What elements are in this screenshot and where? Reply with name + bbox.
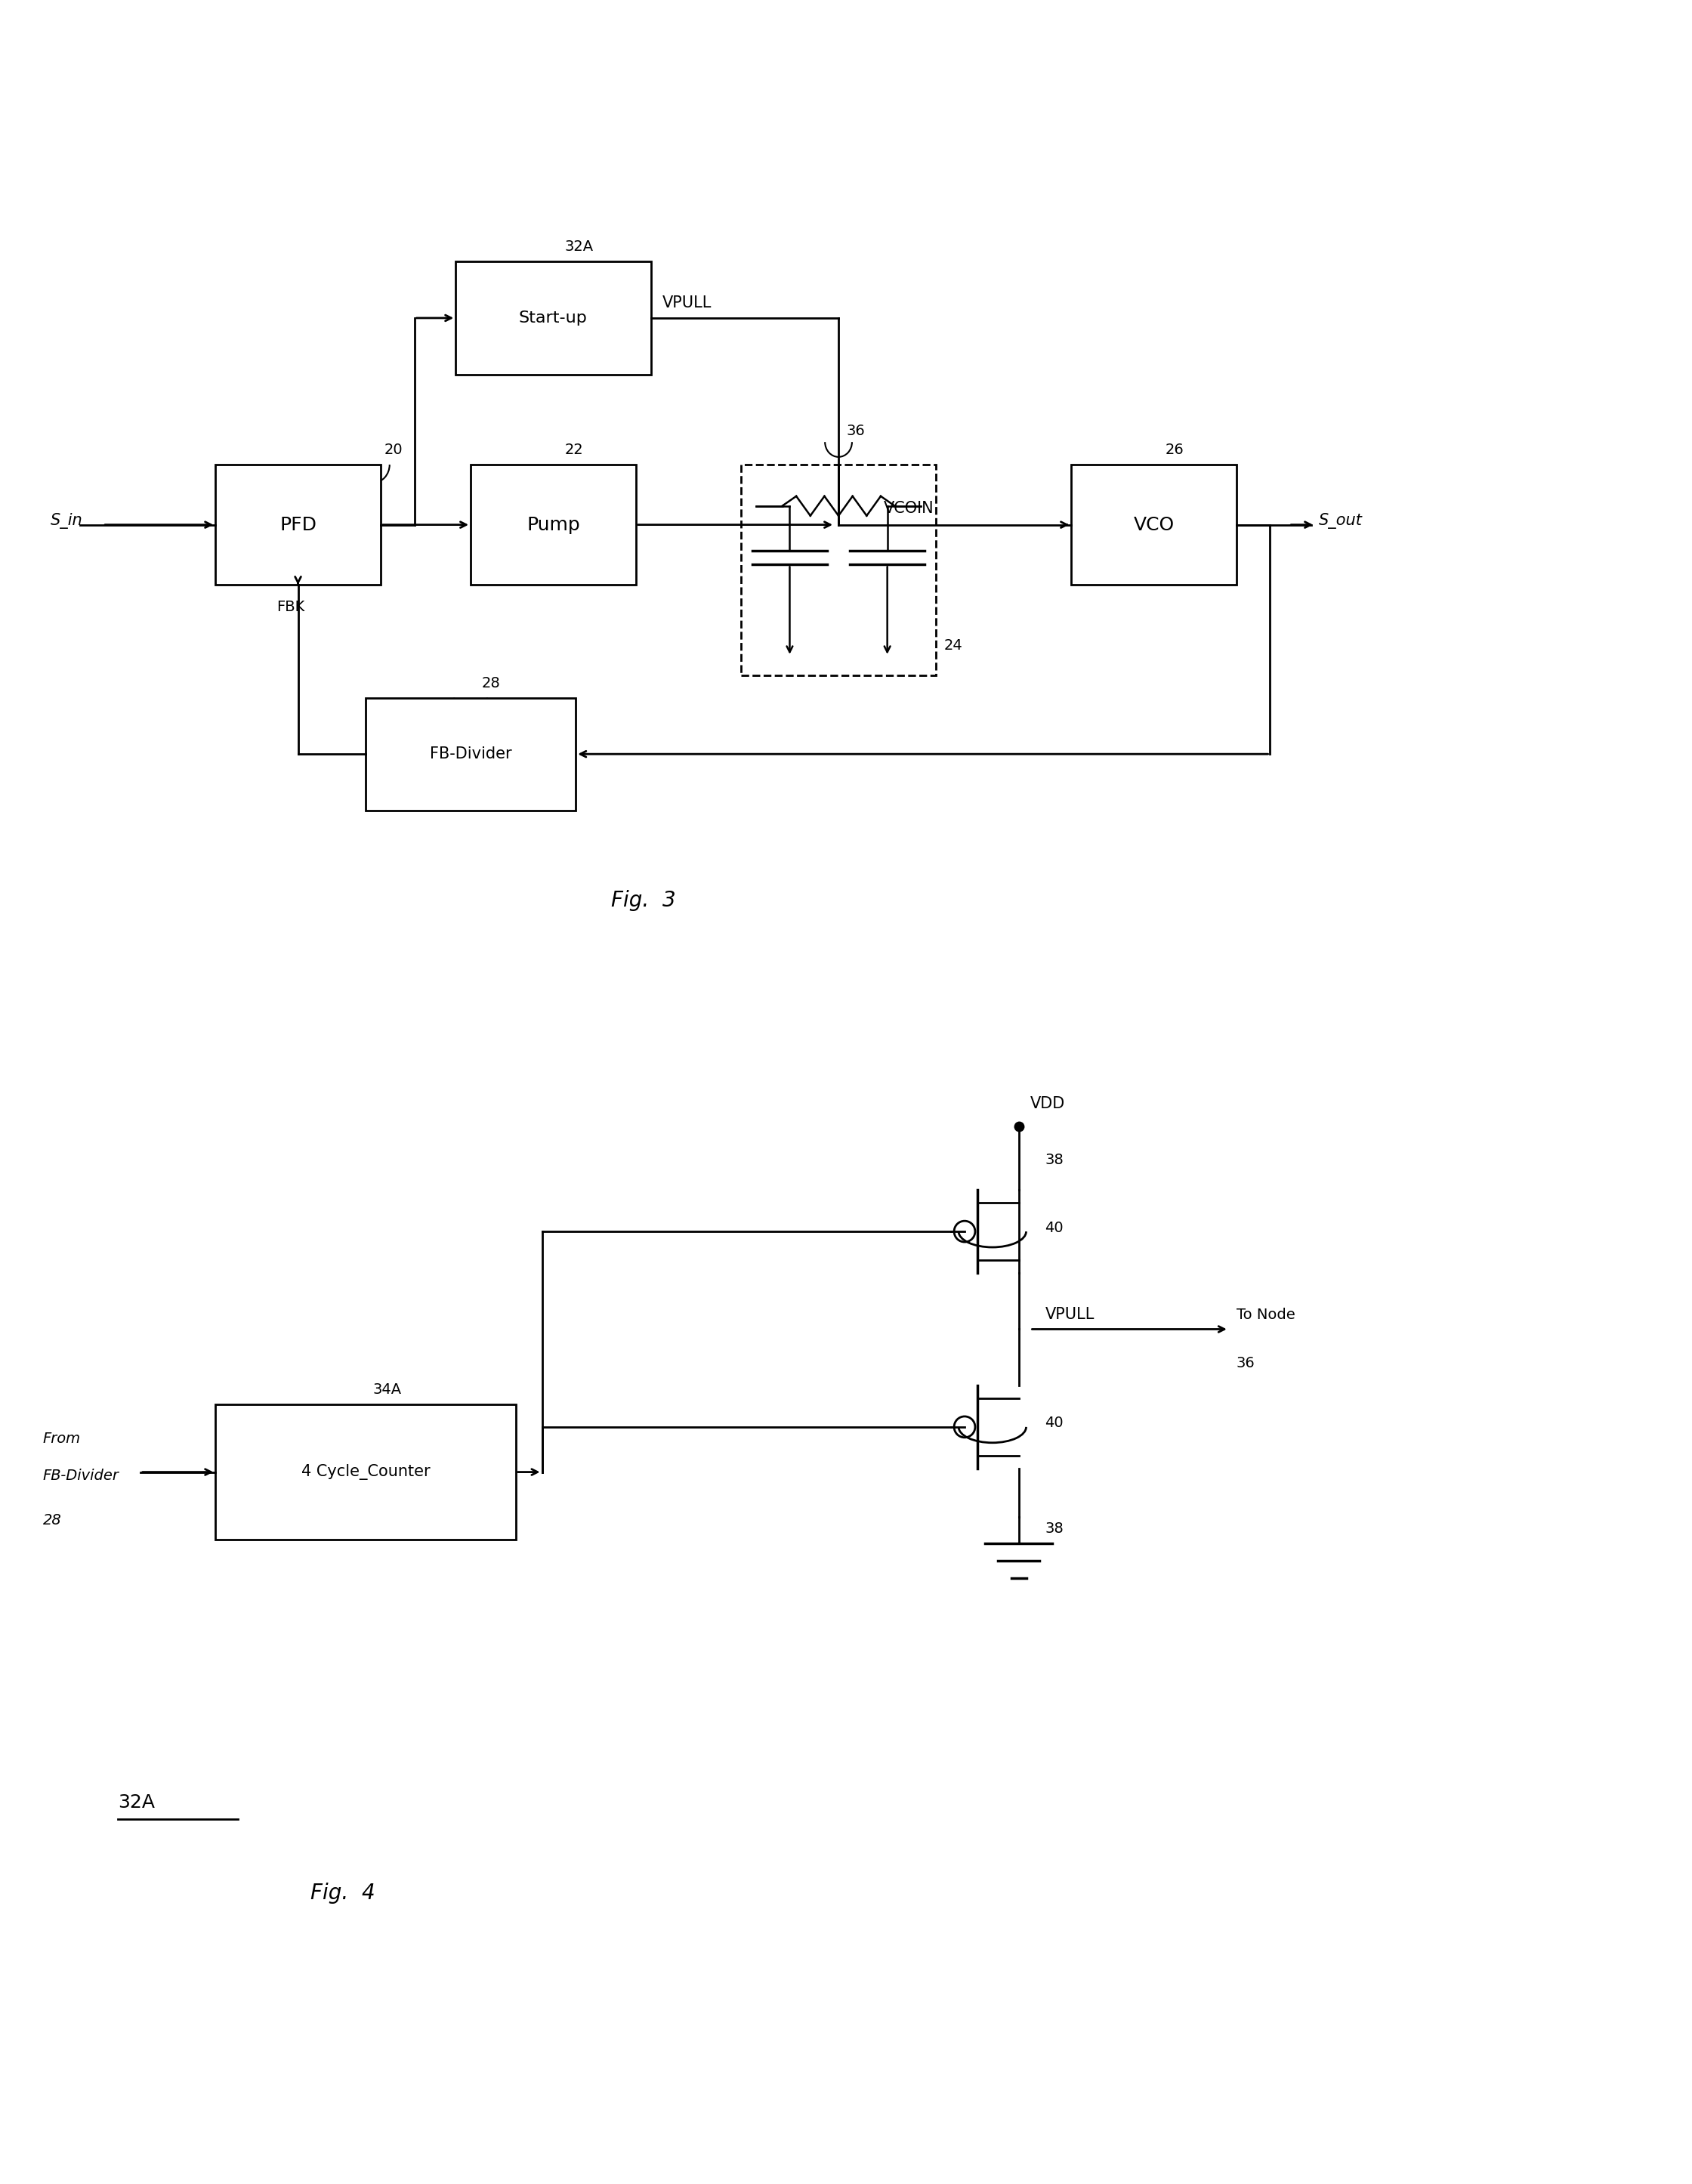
Text: VCOIN: VCOIN xyxy=(883,500,934,515)
Text: VCO: VCO xyxy=(1134,515,1174,533)
Text: 28: 28 xyxy=(482,675,501,690)
Text: 34A: 34A xyxy=(372,1382,403,1398)
Text: FBK: FBK xyxy=(276,601,305,614)
Text: 40: 40 xyxy=(1046,1221,1064,1234)
Text: VPULL: VPULL xyxy=(662,295,711,310)
FancyBboxPatch shape xyxy=(365,697,575,810)
Text: 36: 36 xyxy=(846,424,865,439)
Text: 26: 26 xyxy=(1166,443,1184,456)
Text: 36: 36 xyxy=(1237,1356,1255,1369)
Text: Fig.  3: Fig. 3 xyxy=(611,891,675,911)
Text: FB-Divider: FB-Divider xyxy=(42,1468,118,1483)
Text: Pump: Pump xyxy=(526,515,580,533)
Text: S_out: S_out xyxy=(1320,513,1362,529)
Text: 38: 38 xyxy=(1046,1522,1064,1535)
Text: From: From xyxy=(42,1431,81,1446)
Text: 22: 22 xyxy=(565,443,584,456)
Text: VPULL: VPULL xyxy=(1046,1306,1095,1321)
FancyBboxPatch shape xyxy=(470,465,636,585)
Text: 4 Cycle_Counter: 4 Cycle_Counter xyxy=(301,1463,430,1481)
Text: To Node: To Node xyxy=(1237,1308,1294,1321)
Text: 38: 38 xyxy=(1046,1153,1064,1166)
Text: 20: 20 xyxy=(384,443,403,456)
FancyBboxPatch shape xyxy=(741,465,936,675)
Text: FB-Divider: FB-Divider xyxy=(430,747,511,762)
FancyBboxPatch shape xyxy=(1071,465,1237,585)
Text: VDD: VDD xyxy=(1030,1096,1064,1112)
FancyBboxPatch shape xyxy=(455,262,651,373)
Text: Fig.  4: Fig. 4 xyxy=(311,1883,376,1904)
Text: PFD: PFD xyxy=(279,515,316,533)
Text: 32A: 32A xyxy=(118,1793,156,1813)
FancyBboxPatch shape xyxy=(215,1404,516,1540)
Text: 32A: 32A xyxy=(565,240,594,253)
Text: 28: 28 xyxy=(42,1514,61,1529)
Text: 40: 40 xyxy=(1046,1415,1064,1431)
FancyBboxPatch shape xyxy=(215,465,381,585)
Text: S_in: S_in xyxy=(51,513,83,529)
Text: Start-up: Start-up xyxy=(519,310,587,325)
Text: 24: 24 xyxy=(944,638,963,653)
